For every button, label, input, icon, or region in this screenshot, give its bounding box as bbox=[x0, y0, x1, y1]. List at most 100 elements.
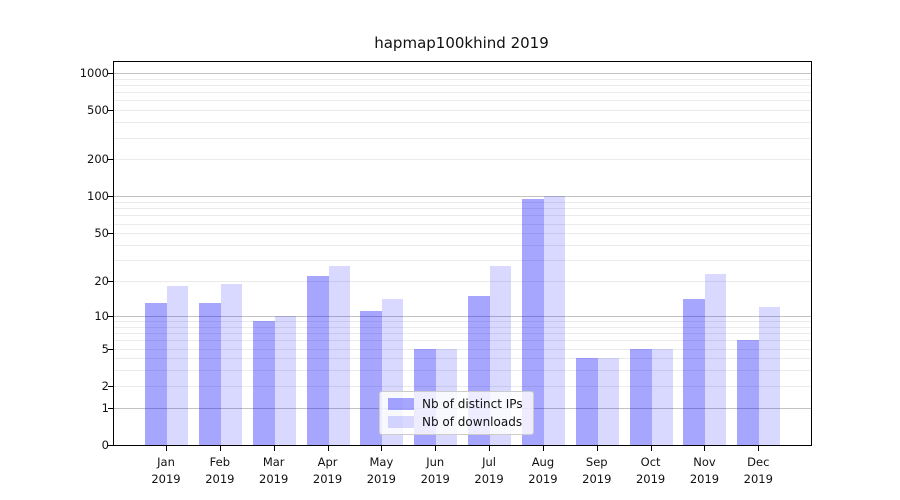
bar-distinct-ips bbox=[306, 276, 329, 445]
x-tick-label: Mar 2019 bbox=[259, 455, 289, 486]
gridline-minor bbox=[114, 348, 811, 350]
y-tick-mark bbox=[108, 233, 113, 235]
bar-distinct-ips bbox=[198, 302, 221, 445]
legend-swatch-downloads bbox=[388, 416, 414, 428]
y-tick-mark bbox=[108, 110, 113, 112]
y-tick-label: 2 bbox=[101, 378, 109, 393]
y-tick-mark bbox=[108, 159, 113, 161]
x-tick-mark bbox=[381, 446, 383, 451]
y-tick-mark bbox=[108, 315, 113, 317]
x-tick-label: Jan 2019 bbox=[151, 455, 181, 486]
bar-downloads bbox=[651, 348, 673, 445]
x-tick-mark bbox=[219, 446, 221, 451]
gridline-minor bbox=[114, 122, 811, 124]
bar-downloads bbox=[597, 358, 619, 445]
y-tick-label: 0 bbox=[101, 438, 109, 452]
y-tick-mark bbox=[108, 348, 113, 350]
x-tick-label: Aug 2019 bbox=[528, 455, 558, 486]
y-tick-label: 20 bbox=[94, 274, 109, 289]
x-tick-mark bbox=[489, 446, 491, 451]
x-tick-label: Jun 2019 bbox=[420, 455, 450, 486]
x-tick-mark bbox=[166, 446, 167, 451]
y-tick-label: 10 bbox=[94, 308, 109, 323]
x-tick-label: Apr 2019 bbox=[312, 455, 343, 486]
gridline-minor bbox=[114, 223, 811, 225]
legend-label-downloads: Nb of downloads bbox=[422, 415, 523, 429]
bar-downloads bbox=[705, 273, 727, 445]
bar-downloads bbox=[167, 286, 188, 445]
gridline-minor bbox=[114, 326, 811, 328]
gridline-minor bbox=[114, 78, 811, 80]
x-tick-mark bbox=[704, 446, 706, 451]
y-tick-mark bbox=[108, 196, 113, 198]
y-tick-mark bbox=[108, 281, 113, 283]
gridline-minor bbox=[114, 233, 811, 235]
gridline-minor bbox=[114, 215, 811, 217]
x-tick-label: Feb 2019 bbox=[205, 455, 235, 486]
gridline-minor bbox=[114, 340, 811, 342]
y-tick-label: 1000 bbox=[79, 65, 109, 80]
y-tick-label: 5 bbox=[101, 341, 109, 356]
x-tick-label: Sep 2019 bbox=[582, 455, 612, 486]
y-tick-mark bbox=[108, 72, 113, 74]
bar-downloads bbox=[328, 265, 350, 445]
bar-downloads bbox=[274, 315, 296, 445]
chart-title: hapmap100khind 2019 bbox=[374, 34, 549, 52]
x-tick-mark bbox=[327, 446, 329, 451]
y-tick-label: 1 bbox=[101, 400, 109, 415]
x-tick-mark bbox=[273, 446, 275, 451]
gridline-minor bbox=[114, 358, 811, 360]
y-tick-mark bbox=[108, 445, 113, 446]
gridline-minor bbox=[114, 260, 811, 262]
x-tick-mark bbox=[542, 446, 544, 451]
bar-distinct-ips bbox=[360, 311, 383, 445]
gridline-minor bbox=[114, 137, 811, 139]
gridline-minor bbox=[114, 385, 811, 387]
gridline-minor bbox=[114, 245, 811, 246]
x-tick-label: Nov 2019 bbox=[689, 455, 720, 486]
gridline-minor bbox=[114, 281, 811, 283]
gridline-minor bbox=[114, 202, 811, 204]
x-tick-mark bbox=[758, 446, 760, 451]
legend: Nb of distinct IPs Nb of downloads bbox=[379, 391, 534, 435]
bar-distinct-ips bbox=[575, 358, 598, 445]
y-tick-label: 50 bbox=[94, 226, 109, 241]
gridline-minor bbox=[114, 333, 811, 334]
gridline-minor bbox=[114, 110, 811, 112]
x-tick-label: Jul 2019 bbox=[474, 455, 504, 486]
bar-distinct-ips bbox=[683, 299, 706, 445]
gridline-minor bbox=[114, 100, 811, 102]
legend-item-distinct-ips: Nb of distinct IPs bbox=[388, 397, 523, 411]
y-tick-label: 100 bbox=[87, 189, 109, 204]
gridline-major bbox=[114, 196, 811, 198]
x-tick-mark bbox=[596, 446, 598, 451]
gridline-major bbox=[114, 315, 811, 317]
legend-item-downloads: Nb of downloads bbox=[388, 415, 523, 429]
bar-distinct-ips bbox=[521, 199, 544, 445]
plot-area: 0 1 2 5 10 20 50 100 200 500 1000 Jan 2019 Feb 2019… bbox=[80, 61, 812, 486]
y-tick-mark bbox=[108, 407, 113, 409]
x-tick-label: Dec 2019 bbox=[743, 455, 773, 486]
x-tick-mark bbox=[435, 446, 437, 451]
bar-distinct-ips bbox=[145, 302, 167, 445]
gridline-minor bbox=[114, 159, 811, 161]
x-tick-label: May 2019 bbox=[366, 455, 397, 486]
gridline-major bbox=[114, 72, 811, 74]
x-tick-mark bbox=[650, 446, 652, 451]
bar-downloads bbox=[220, 283, 242, 445]
gridline-minor bbox=[114, 370, 811, 372]
bar-downloads bbox=[759, 306, 781, 445]
bar-downloads bbox=[543, 196, 565, 445]
bar-distinct-ips bbox=[252, 320, 275, 445]
y-tick-label: 500 bbox=[87, 103, 109, 118]
y-tick-label: 200 bbox=[87, 152, 109, 167]
y-tick-mark bbox=[108, 385, 113, 387]
legend-swatch-distinct-ips bbox=[388, 398, 414, 410]
bar-distinct-ips bbox=[737, 340, 760, 445]
gridline-minor bbox=[114, 84, 811, 86]
x-tick-label: Oct 2019 bbox=[635, 455, 666, 486]
gridline-minor bbox=[114, 92, 811, 94]
gridline-minor bbox=[114, 320, 811, 322]
legend-label-distinct-ips: Nb of distinct IPs bbox=[422, 397, 523, 411]
